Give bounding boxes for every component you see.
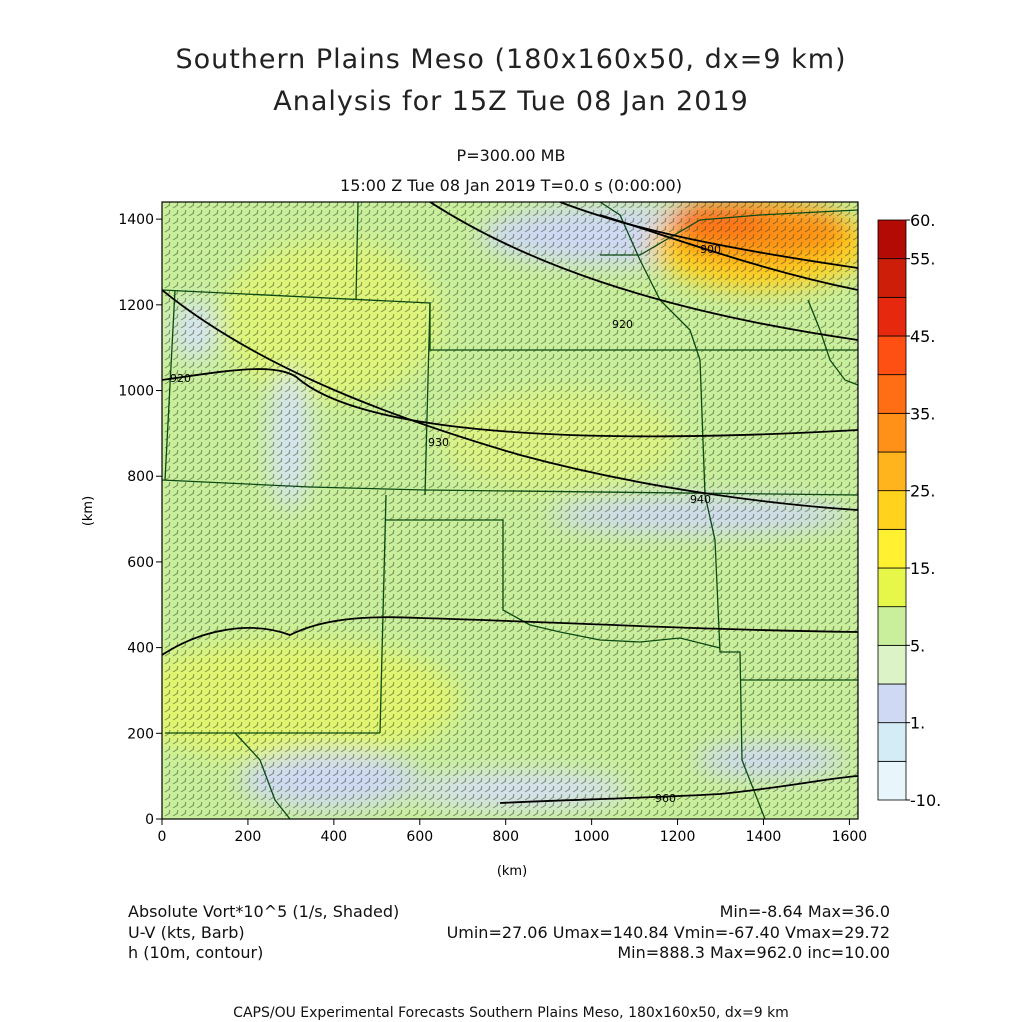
y-axis-label: (km) [81,496,96,526]
colorbar-swatch [877,760,907,801]
contour-label-920-west: 920 [170,372,191,385]
colorbar-swatch [877,412,907,453]
border-co-ks [424,302,431,496]
contour-950 [162,616,858,656]
legend-height-range: Min=888.3 Max=962.0 inc=10.00 [617,943,890,962]
legend-wind-range: Umin=27.06 Umax=140.84 Vmin=-67.40 Vmax=… [446,923,890,942]
colorbar-swatch [877,490,907,530]
contour-label-930: 930 [428,436,449,449]
colorbar-swatch [877,374,907,414]
border-ks-ok [162,479,858,496]
legend-height: h (10m, contour) [128,943,264,962]
border-co-west [164,289,176,481]
pressure-level-label: P=300.00 MB [456,146,566,165]
colorbar: 60. 55. 45. 35. 25. 15. 5. 1. -10. [877,211,941,810]
contour-910 [429,202,858,341]
colorbar-label: 1. [910,714,925,733]
border-tx-panhandle-west [379,494,387,734]
x-tick-label: 1400 [746,829,782,845]
x-axis: 0 200 400 600 800 1000 1200 1400 1600 [158,819,868,845]
y-tick-label: 0 [145,812,154,828]
state-boundaries [162,202,858,819]
chart-title-line1: Southern Plains Meso (180x160x50, dx=9 k… [175,44,847,75]
plot-frame [161,201,859,820]
y-tick-label: 800 [127,469,154,485]
colorbar-swatch [877,683,907,724]
x-tick-label: 1200 [660,829,696,845]
colorbar-swatch [877,644,907,685]
border-mississippi [807,299,858,386]
plot-area: 900 920 920 930 940 960 [162,202,858,819]
colorbar-label: 35. [910,404,935,423]
valid-time-label: 15:00 Z Tue 08 Jan 2019 T=0.0 s (0:00:00… [340,176,682,195]
wind-barbs [164,202,858,817]
border-rio-grande [234,732,291,819]
colorbar-swatch [877,606,907,646]
wind-barb-grid [164,202,858,817]
contour-930 [162,289,858,511]
colorbar-swatch [877,567,907,608]
vort-max-core [670,202,770,238]
contour-960 [499,775,858,804]
colorbar-swatch [877,335,907,376]
vort-low-south [240,752,420,808]
x-tick-label: 1600 [832,829,868,845]
colorbar-swatch [877,296,907,337]
vort-low-southeast [695,744,845,776]
y-tick-label: 600 [127,555,154,571]
contour-920 [162,368,858,438]
colorbar-label: 5. [910,636,925,655]
vort-low-northwest [173,300,217,360]
x-axis-label: (km) [497,864,527,879]
legend-vorticity-range: Min=-8.64 Max=36.0 [719,902,890,921]
contour-900 [599,214,858,291]
border-co-wy [355,202,359,301]
vort-band-yellow-2 [220,240,440,400]
colorbar-label: 55. [910,250,935,269]
border-tx-ok-red-river [386,519,721,649]
credit-line: CAPS/OU Experimental Forecasts Southern … [233,1005,789,1021]
colorbar-label: 25. [910,482,935,501]
y-axis: 0 200 400 600 800 1000 1200 1400 [118,212,162,828]
x-tick-label: 400 [320,829,347,845]
colorbar-swatch [877,528,907,569]
border-ar-la [699,359,766,819]
chart-title-line2: Analysis for 15Z Tue 08 Jan 2019 [273,86,749,117]
contour-label-920-east: 920 [612,318,633,331]
x-tick-label: 200 [235,829,262,845]
vort-band-yellow-3 [440,390,680,490]
vort-low-west [270,370,310,510]
contour-label-940: 940 [690,493,711,506]
vort-band-yellow-1 [162,640,460,760]
colorbar-label: -10. [910,791,941,810]
colorbar-label: 45. [910,327,935,346]
colorbar-label: 60. [910,211,935,230]
colorbar-swatch [877,258,907,298]
contour-label-960: 960 [655,792,676,805]
border-ia-mn [600,209,858,256]
x-tick-label: 800 [492,829,519,845]
contour-label-900: 900 [700,243,721,256]
x-tick-label: 1000 [574,829,610,845]
height-contours [162,202,858,804]
y-tick-label: 1000 [118,384,154,400]
colorbar-swatch [877,219,907,260]
legend-wind: U-V (kts, Barb) [128,923,245,942]
colorbar-label: 15. [910,559,935,578]
y-tick-label: 400 [127,641,154,657]
y-tick-label: 200 [127,726,154,742]
border-missouri-river [599,202,701,361]
contour-900-upper [559,202,858,269]
colorbar-swatch [877,722,907,762]
y-tick-label: 1400 [118,212,154,228]
colorbar-swatch [877,451,907,492]
legend-vorticity: Absolute Vort*10^5 (1/s, Shaded) [128,902,400,921]
y-tick-label: 1200 [118,298,154,314]
contour-labels: 900 920 920 930 940 960 [170,243,721,805]
x-tick-label: 600 [406,829,433,845]
x-tick-label: 0 [158,829,167,845]
